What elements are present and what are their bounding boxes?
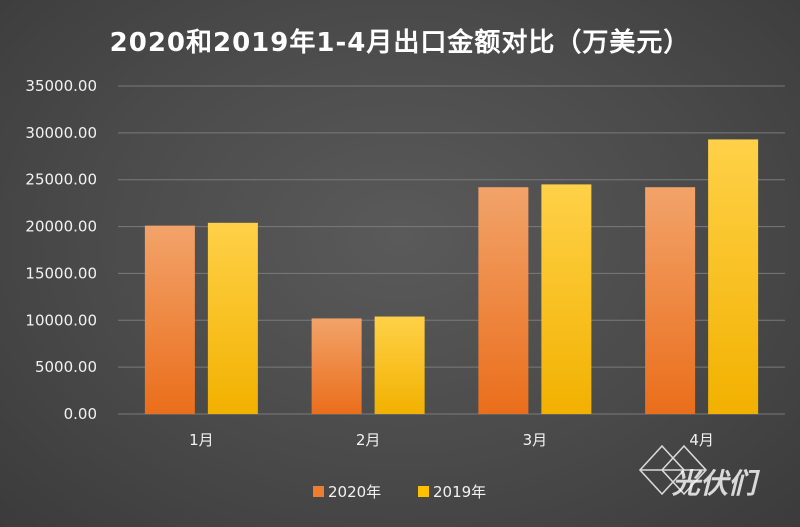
bar-s2019-4	[708, 139, 759, 414]
legend-label: 2020年	[328, 483, 381, 501]
bar-s2020-4	[645, 187, 696, 414]
legend-swatch	[313, 486, 324, 497]
bar-s2019-2	[374, 316, 425, 414]
legend-label: 2019年	[433, 483, 486, 501]
y-tick-label: 10000.00	[25, 311, 97, 329]
bar-s2019-3	[541, 184, 592, 414]
y-tick-label: 35000.00	[25, 77, 97, 95]
bar-s2019-1	[207, 222, 258, 414]
legend-swatch	[418, 486, 429, 497]
diamond-logo-icon	[638, 444, 708, 496]
watermark-text: 光伏们	[671, 467, 761, 500]
y-tick-label: 0.00	[64, 405, 97, 423]
watermark: 光伏们	[638, 444, 761, 500]
y-tick-label: 20000.00	[25, 218, 97, 236]
bar-s2020-1	[144, 225, 195, 414]
y-tick-label: 5000.00	[35, 358, 97, 376]
x-tick-label: 3月	[523, 431, 548, 449]
y-tick-label: 25000.00	[25, 171, 97, 189]
x-tick-label: 1月	[189, 431, 214, 449]
y-tick-label: 30000.00	[25, 124, 97, 142]
bar-s2020-3	[478, 187, 529, 414]
y-tick-label: 15000.00	[25, 264, 97, 282]
chart-title: 2020和2019年1-4月出口金额对比（万美元）	[109, 28, 691, 58]
bar-s2020-2	[311, 318, 362, 414]
x-tick-label: 4月	[689, 431, 714, 449]
x-tick-label: 2月	[356, 431, 381, 449]
